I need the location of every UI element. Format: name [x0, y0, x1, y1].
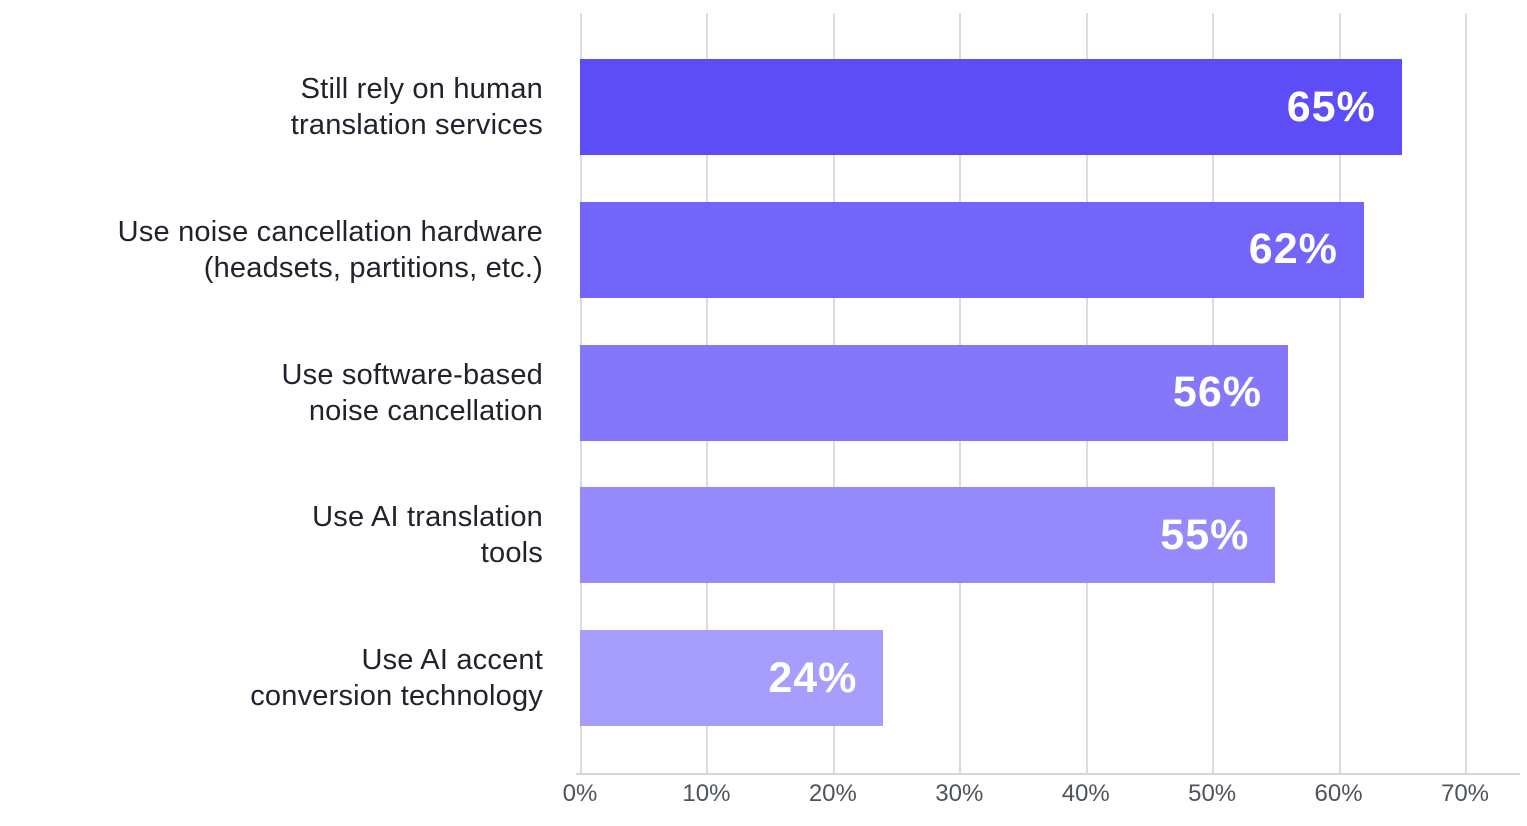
category-label-line: conversion technology — [250, 680, 543, 713]
category-label-line: Still rely on human — [300, 73, 543, 105]
x-tick-label: 40% — [1061, 780, 1110, 807]
category-label: Use AI accent conversion technology — [0, 630, 543, 726]
x-tick-label: 20% — [808, 780, 857, 807]
bar: 65% — [580, 59, 1402, 155]
bar: 56% — [580, 344, 1288, 441]
bar-value-label: 24% — [768, 653, 858, 702]
category-label-line: noise cancellation — [308, 394, 543, 427]
gridline — [1338, 13, 1341, 774]
bar: 55% — [580, 487, 1276, 584]
category-labels-column: Still rely on human translation services U… — [0, 13, 543, 774]
bar-value-label: 65% — [1286, 82, 1376, 131]
x-tick-label: 50% — [1188, 780, 1237, 807]
category-label-line: tools — [480, 537, 543, 570]
category-label-line: Use AI translation — [312, 501, 543, 534]
gridline — [1465, 13, 1467, 774]
x-axis-line — [576, 773, 1520, 775]
bar-value-label: 56% — [1172, 368, 1262, 417]
category-label-line: Use software-based — [281, 358, 543, 391]
category-label-line: Use noise cancellation hardware — [117, 215, 543, 248]
x-axis-tick-labels: 0% 10% 20% 30% 40% 50% 60% 70% — [0, 780, 1527, 814]
x-tick-label: 10% — [682, 780, 731, 807]
plot-area: 65% 62% 56% 55% 24% — [576, 13, 1527, 775]
category-label: Use AI translation tools — [0, 487, 543, 583]
bar-value-label: 62% — [1248, 225, 1338, 274]
bar-value-label: 55% — [1160, 510, 1250, 559]
category-label: Use software-based noise cancellation — [0, 345, 543, 441]
x-tick-label: 70% — [1440, 780, 1490, 807]
bar: 62% — [580, 201, 1364, 298]
x-tick-label: 60% — [1314, 780, 1363, 807]
category-label-line: (headsets, partitions, etc.) — [203, 251, 543, 284]
x-tick-label: 0% — [562, 780, 598, 807]
x-tick-label: 30% — [935, 780, 984, 807]
category-label: Still rely on human translation services — [0, 59, 543, 155]
category-label: Use noise cancellation hardware (headsets… — [0, 202, 543, 298]
bar: 24% — [580, 630, 884, 727]
category-label-line: translation services — [290, 109, 543, 141]
category-label-line: Use AI accent — [361, 644, 543, 677]
